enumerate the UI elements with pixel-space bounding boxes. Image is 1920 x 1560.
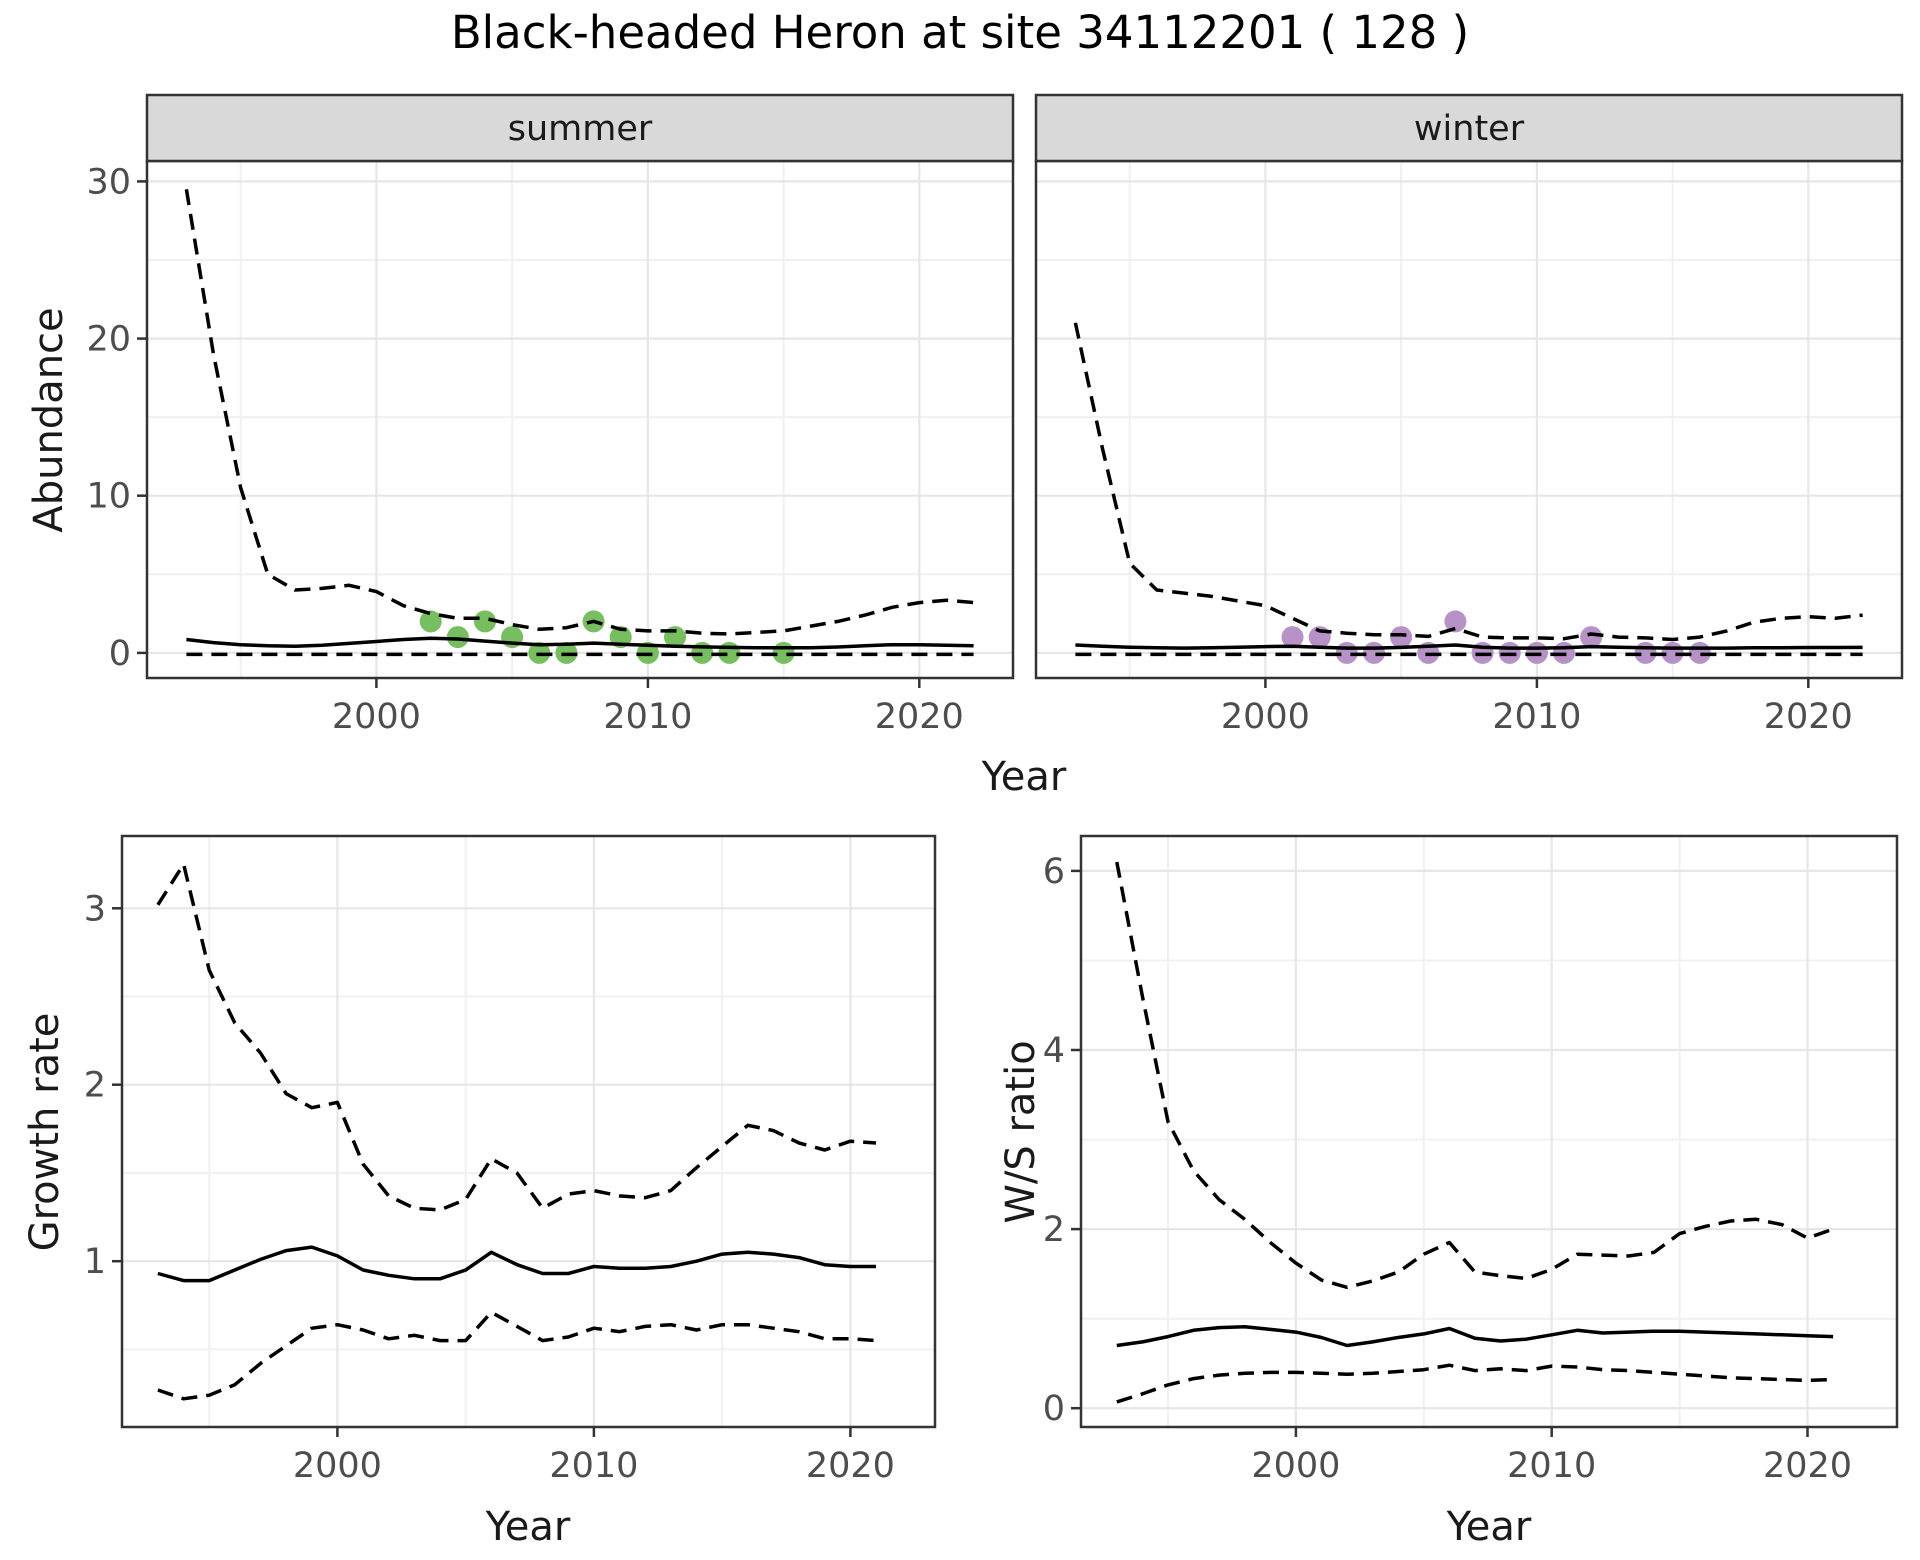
panel-background — [122, 836, 935, 1427]
summer-panel: summer 2000 2010 2020 0 10 20 30 — [86, 93, 1015, 737]
x-tick-label: 2010 — [603, 697, 692, 737]
y-tick-label: 10 — [86, 477, 131, 517]
x-tick-label: 2000 — [1251, 1446, 1340, 1486]
panel-background — [147, 161, 1013, 678]
mean-line — [1075, 643, 1863, 650]
x-tick-label: 2020 — [875, 697, 964, 737]
y-tick-label: 30 — [86, 162, 131, 202]
facet-strip — [1034, 93, 1904, 163]
upper-ci-line — [184, 189, 974, 636]
x-tick-label: 2000 — [1221, 697, 1310, 737]
page-title: Black-headed Heron at site 34112201 ( 12… — [450, 6, 1470, 59]
summer-observation-point — [419, 610, 442, 633]
growth-rate-axis-title: Growth rate — [22, 1013, 68, 1252]
facet-strip-label: summer — [508, 109, 653, 149]
x-tick-label: 2010 — [549, 1446, 638, 1486]
abundance-axis-title: Abundance — [26, 307, 72, 532]
y-tick-label: 0 — [109, 634, 131, 674]
x-tick-label: 2020 — [806, 1446, 895, 1486]
summer-observation-point — [446, 626, 469, 649]
mean-line — [1116, 1324, 1834, 1348]
facet-strip-label: winter — [1414, 109, 1525, 149]
panel-background — [1036, 161, 1902, 678]
x-tick-label: 2000 — [332, 697, 421, 737]
upper-ci-line — [1115, 861, 1834, 1290]
year-axis-title-bottom-left: Year — [485, 1504, 571, 1550]
y-tick-label: 20 — [86, 320, 131, 360]
y-tick-label: 0 — [1043, 1389, 1065, 1429]
growth-rate-panel: 2000 2010 2020 1 2 3 — [84, 834, 937, 1486]
y-tick-label: 2 — [1043, 1210, 1065, 1250]
y-tick-label: 3 — [84, 889, 106, 929]
panel-border — [120, 834, 937, 1429]
facet-strip — [145, 93, 1015, 163]
x-tick-label: 2020 — [1764, 697, 1853, 737]
winter-observation-point — [1444, 610, 1467, 633]
ws-ratio-axis-title: W/S ratio — [998, 1040, 1044, 1223]
lower-ci-line — [157, 1310, 877, 1401]
upper-ci-line — [156, 862, 877, 1212]
lower-ci-line — [1116, 1363, 1834, 1404]
winter-observation-point — [1390, 626, 1413, 649]
x-tick-label: 2010 — [1507, 1446, 1596, 1486]
year-axis-title-bottom-right: Year — [1446, 1504, 1532, 1550]
year-axis-title-top: Year — [981, 754, 1067, 800]
x-tick-label: 2000 — [293, 1446, 382, 1486]
summer-observation-point — [474, 610, 496, 633]
winter-observation-point — [1580, 626, 1603, 649]
mean-line — [157, 1245, 876, 1283]
x-tick-label: 2010 — [1492, 697, 1581, 737]
y-tick-label: 6 — [1043, 852, 1065, 892]
panel-border — [1079, 834, 1899, 1429]
w-s-ratio-panel: 2000 2010 2020 0 2 4 6 — [1043, 834, 1899, 1486]
x-tick-label: 2020 — [1763, 1446, 1852, 1486]
y-tick-label: 2 — [84, 1066, 106, 1106]
y-tick-label: 4 — [1043, 1031, 1065, 1071]
upper-ci-line — [1073, 322, 1863, 642]
winter-panel: winter 2000 2010 2020 — [1034, 93, 1904, 737]
mean-line — [186, 636, 974, 650]
y-tick-label: 1 — [84, 1242, 106, 1282]
winter-observation-point — [1281, 626, 1304, 649]
